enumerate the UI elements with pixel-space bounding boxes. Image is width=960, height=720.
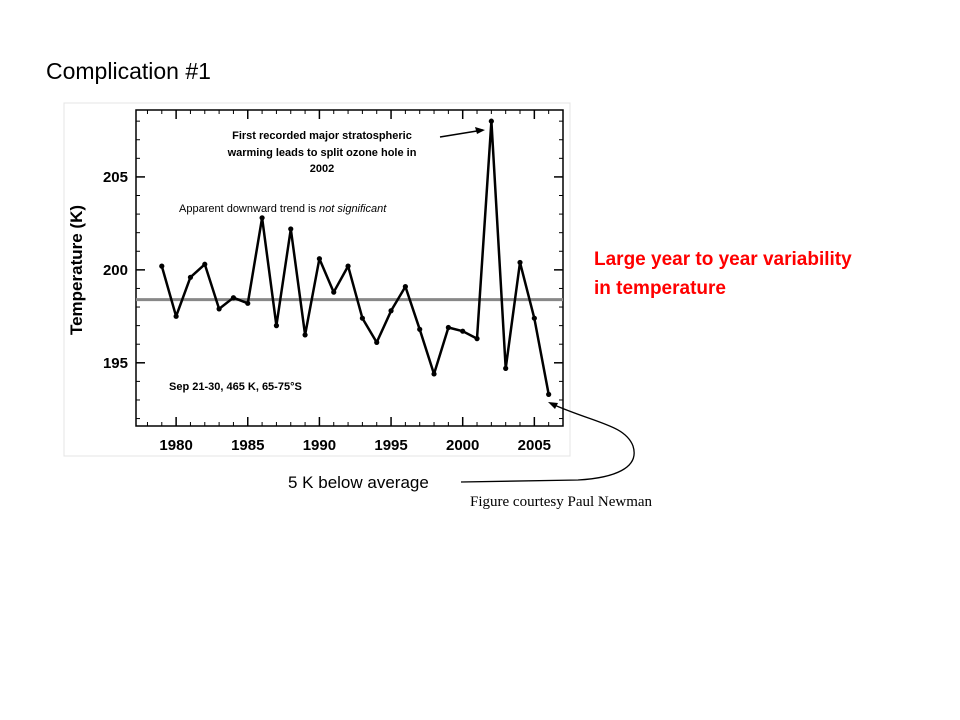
variability-note: Large year to year variability in temper… — [594, 245, 852, 303]
plot-area — [135, 109, 564, 427]
data-point — [302, 332, 308, 338]
data-point — [474, 336, 480, 342]
data-point — [159, 263, 165, 269]
data-point — [345, 263, 351, 269]
axis-ticks — [136, 110, 564, 426]
trend-note-prefix: Apparent downward trend is — [179, 203, 319, 215]
variability-note-line-2: in temperature — [594, 278, 726, 299]
data-point — [460, 328, 466, 334]
callout-arrow — [460, 403, 635, 483]
callout-arrowhead — [548, 402, 558, 409]
data-point — [503, 365, 509, 371]
warming-note-line-1: First recorded major stratospheric — [232, 130, 412, 142]
data-point — [431, 371, 437, 377]
data-point — [216, 306, 222, 312]
data-point — [546, 391, 552, 397]
warming-note-line-3: 2002 — [310, 163, 334, 175]
x-tick-label: 2005 — [518, 437, 551, 454]
tick-labels: 1980 1985 1990 1995 2000 2005 195 200 205 — [103, 169, 551, 454]
data-point — [374, 339, 380, 345]
trend-note-emphasis: not significant — [319, 203, 387, 215]
series-line — [160, 119, 550, 395]
figure-credit: Figure courtesy Paul Newman — [470, 494, 653, 510]
data-point — [531, 315, 537, 321]
slide-title: Complication #1 — [46, 58, 211, 84]
data-point — [359, 315, 365, 321]
trend-note: Apparent downward trend is not significa… — [179, 203, 387, 215]
data-point — [173, 313, 179, 319]
data-point — [417, 326, 423, 332]
x-tick-label: 1985 — [231, 437, 264, 454]
data-point — [402, 283, 408, 290]
data-point — [245, 300, 251, 306]
figure-frame — [63, 102, 571, 457]
data-point — [230, 295, 237, 301]
data-points — [159, 118, 552, 397]
y-tick-label: 200 — [103, 262, 128, 279]
warming-note-line-2: warming leads to split ozone hole in — [227, 147, 417, 159]
x-tick-label: 2000 — [446, 437, 479, 454]
warming-arrow — [439, 129, 484, 138]
data-point — [331, 289, 337, 295]
x-tick-label: 1980 — [159, 437, 192, 454]
below-average-callout: 5 K below average — [288, 473, 429, 492]
data-point — [187, 274, 194, 280]
data-point — [202, 261, 208, 267]
data-point — [445, 324, 451, 331]
data-point — [288, 226, 294, 232]
variability-note-line-1: Large year to year variability — [594, 249, 852, 270]
x-tick-label: 1990 — [303, 437, 336, 454]
x-tick-label: 1995 — [374, 437, 407, 454]
data-point — [388, 308, 394, 314]
y-axis-title: Temperature (K) — [67, 205, 86, 335]
data-point — [316, 256, 323, 262]
y-tick-label: 195 — [103, 355, 128, 372]
data-point — [273, 323, 280, 329]
data-point — [488, 118, 494, 124]
y-tick-label: 205 — [103, 169, 128, 186]
data-point — [517, 259, 523, 266]
data-point — [259, 215, 265, 221]
conditions-note: Sep 21-30, 465 K, 65-75°S — [169, 381, 302, 393]
warming-arrowhead — [475, 127, 485, 134]
